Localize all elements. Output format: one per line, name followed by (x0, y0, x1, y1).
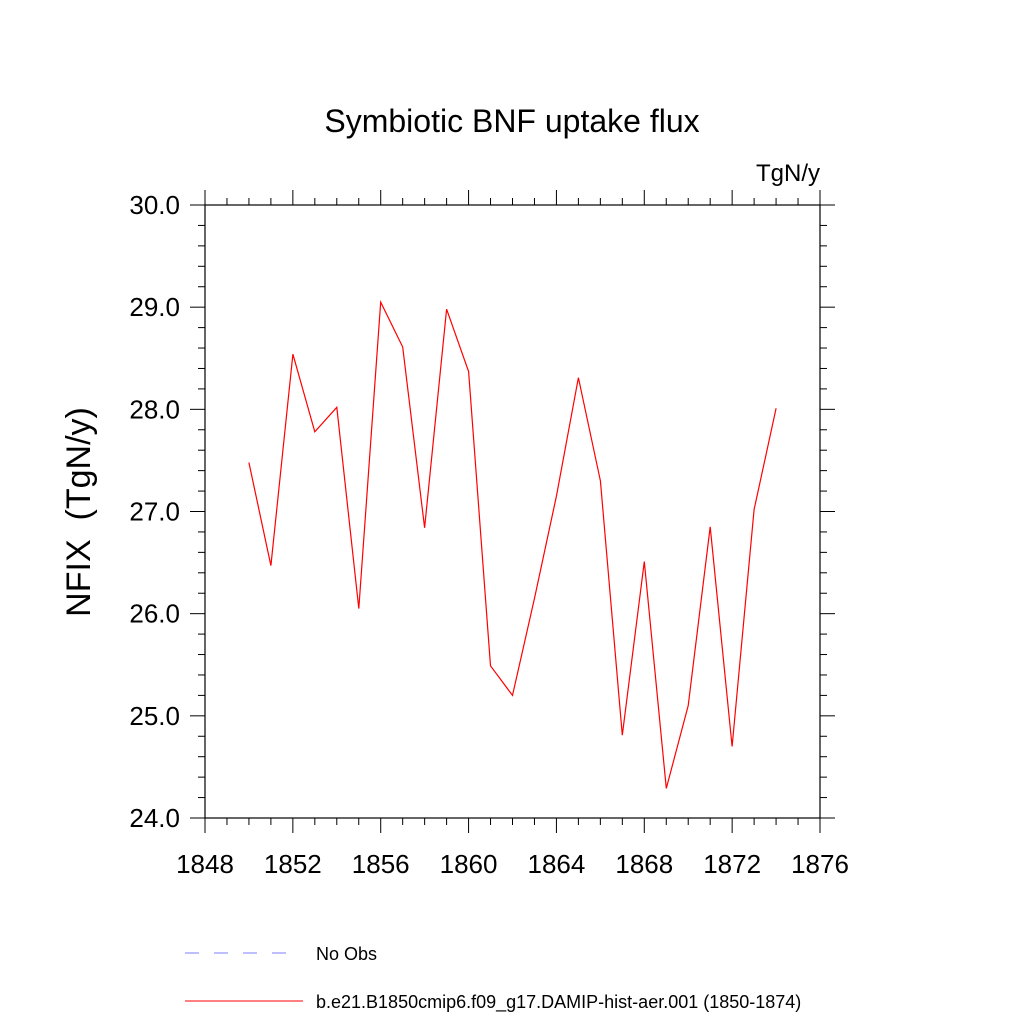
y-axis-label: NFIX (TgN/y) (60, 407, 98, 617)
chart-title: Symbiotic BNF uptake flux (324, 103, 699, 139)
x-tick-label: 1876 (791, 849, 849, 879)
x-tick-label: 1872 (703, 849, 761, 879)
y-tick-label: 25.0 (129, 701, 180, 731)
y-tick-label: 30.0 (129, 190, 180, 220)
y-tick-label: 28.0 (129, 394, 180, 424)
y-tick-label: 24.0 (129, 803, 180, 833)
x-tick-label: 1848 (176, 849, 234, 879)
x-tick-label: 1868 (615, 849, 673, 879)
x-tick-label: 1860 (440, 849, 498, 879)
plot-frame (204, 204, 821, 819)
x-tick-label: 1864 (528, 849, 586, 879)
units-label: TgN/y (756, 160, 820, 187)
legend-label: b.e21.B1850cmip6.f09_g17.DAMIP-hist-aer.… (316, 992, 801, 1013)
tick-labels: 1848 1852 1856 1860 1864 1868 1872 1876 24.0 25.0… (129, 190, 849, 879)
axis-ticks (190, 190, 835, 833)
legend: No Obs b.e21.B1850cmip6.f09_g17.DAMIP-his… (185, 944, 801, 1013)
y-tick-label: 26.0 (129, 599, 180, 629)
x-tick-label: 1856 (352, 849, 410, 879)
y-tick-label: 29.0 (129, 292, 180, 322)
series-line (248, 299, 777, 789)
series-group (248, 299, 777, 789)
x-tick-label: 1852 (264, 849, 322, 879)
y-tick-label: 27.0 (129, 497, 180, 527)
legend-label: No Obs (316, 944, 377, 964)
